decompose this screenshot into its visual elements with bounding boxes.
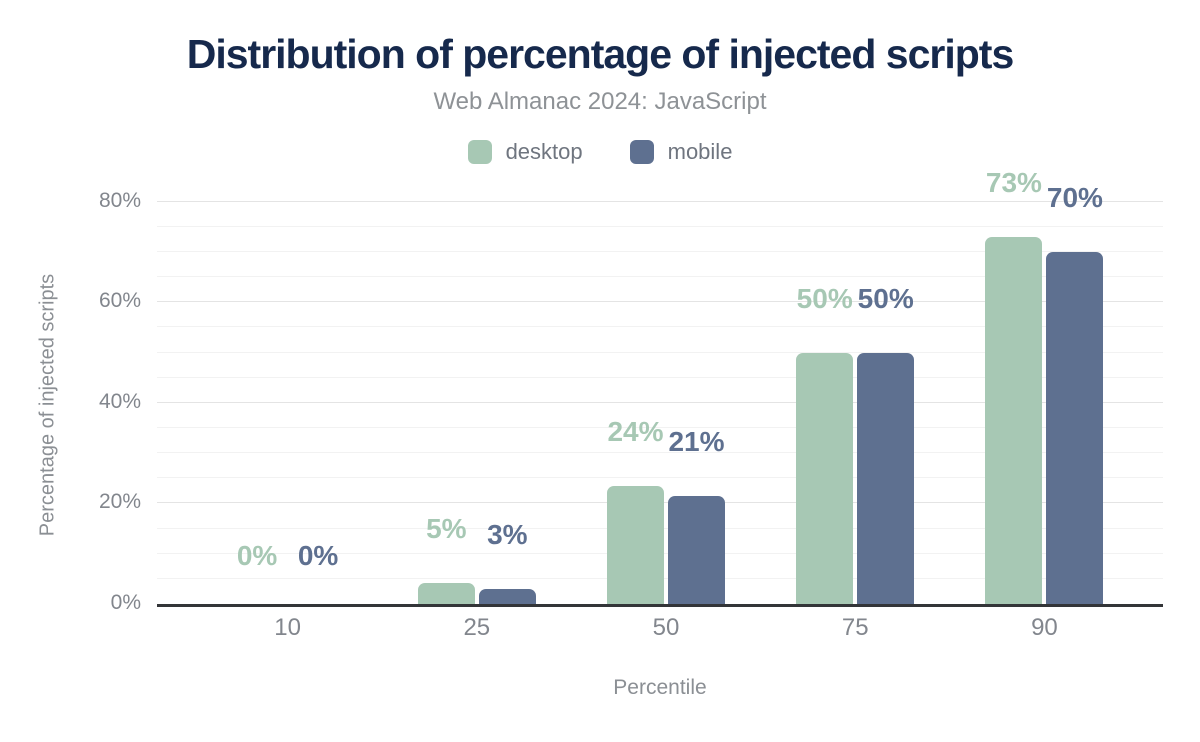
bands: 0% 0% 10 5% 3% 25 24% 21% 50 50% 50% 75 73% 70% 90 <box>157 168 1163 642</box>
category-band-25: 5% 3% 25 <box>382 200 571 641</box>
legend-item-mobile[interactable]: mobile <box>629 139 733 165</box>
value-label-desktop-p25: 5% <box>426 512 467 544</box>
bar-slot-desktop: 73% <box>985 168 1043 604</box>
y-tick-label: 40% <box>98 389 141 413</box>
x-tick-label: 50 <box>652 614 680 641</box>
value-label-mobile-p90: 70% <box>1046 181 1103 213</box>
category-band-50: 24% 21% 50 <box>571 200 760 641</box>
gridline <box>157 301 1163 303</box>
legend: desktop mobile <box>0 139 1200 165</box>
y-tick-label: 80% <box>98 188 141 212</box>
value-label-mobile-p75: 50% <box>857 282 914 314</box>
gridline <box>157 477 1163 479</box>
bar-slot-desktop: 24% <box>607 417 664 604</box>
category-band-10: 0% 0% 10 <box>193 200 382 642</box>
legend-label-desktop: desktop <box>505 139 583 164</box>
bar-mobile-p25[interactable] <box>478 588 536 604</box>
gridline <box>157 452 1163 454</box>
legend-label-mobile: mobile <box>667 139 733 164</box>
chart-title: Distribution of percentage of injected s… <box>186 31 1015 77</box>
bar-slot-mobile: 21% <box>668 427 725 604</box>
bar-mobile-p90[interactable] <box>1046 251 1104 604</box>
bar-slot-mobile: 3% <box>478 520 536 604</box>
gridline <box>157 276 1163 278</box>
value-label-desktop-p75: 50% <box>796 282 853 314</box>
y-axis-title: Percentage of injected scripts <box>36 273 59 537</box>
legend-swatch-mobile <box>629 140 654 164</box>
chart-subtitle: Web Almanac 2024: JavaScript <box>433 88 767 115</box>
bar-pair: 5% 3% <box>382 514 571 604</box>
gridline <box>157 426 1163 428</box>
bar-desktop-p25[interactable] <box>417 582 475 604</box>
bar-pair: 24% 21% <box>571 417 760 604</box>
bar-mobile-p75[interactable] <box>857 352 915 604</box>
bar-slot-mobile: 70% <box>1046 183 1104 604</box>
x-tick-label: 90 <box>1031 614 1058 641</box>
bar-mobile-p50[interactable] <box>668 495 725 604</box>
bar-slot-mobile: 50% <box>857 284 915 604</box>
x-tick-label: 75 <box>841 614 869 641</box>
plot-area: 0% 0% 10 5% 3% 25 24% 21% 50 50% 50% 75 73% 70% 90 0% 2… <box>99 168 1163 642</box>
category-band-75: 50% 50% 75 <box>761 200 950 641</box>
gridline <box>157 326 1163 328</box>
bar-pair: 73% 70% <box>950 168 1139 604</box>
gridline <box>157 250 1163 252</box>
value-label-desktop-p50: 24% <box>607 415 664 447</box>
gridline <box>157 200 1163 202</box>
legend-swatch-desktop <box>467 140 492 164</box>
y-tick-label: 20% <box>98 490 141 514</box>
value-label-desktop-p90: 73% <box>985 166 1042 198</box>
value-label-mobile-p50: 21% <box>668 425 725 457</box>
gridline <box>157 225 1163 227</box>
bar-slot-desktop: 50% <box>796 284 854 604</box>
x-tick-label: 10 <box>274 614 301 641</box>
value-label-mobile-p10: 0% <box>297 540 339 571</box>
value-label-desktop-p10: 0% <box>236 540 278 571</box>
value-label-mobile-p25: 3% <box>487 518 528 550</box>
bar-pair: 50% 50% <box>761 284 950 604</box>
bar-slot-desktop: 5% <box>417 514 475 604</box>
bar-desktop-p90[interactable] <box>985 236 1043 604</box>
bar-desktop-p50[interactable] <box>607 485 664 604</box>
gridline <box>157 401 1163 403</box>
bar-desktop-p75[interactable] <box>796 352 854 604</box>
y-tick-label: 0% <box>110 591 141 614</box>
legend-item-desktop[interactable]: desktop <box>467 139 583 165</box>
category-band-90: 73% 70% 90 <box>950 168 1139 641</box>
y-tick-label: 60% <box>98 289 141 313</box>
x-tick-label: 25 <box>463 614 491 641</box>
x-axis-title: Percentile <box>613 676 707 699</box>
gridline <box>157 376 1163 378</box>
gridline <box>157 351 1163 353</box>
